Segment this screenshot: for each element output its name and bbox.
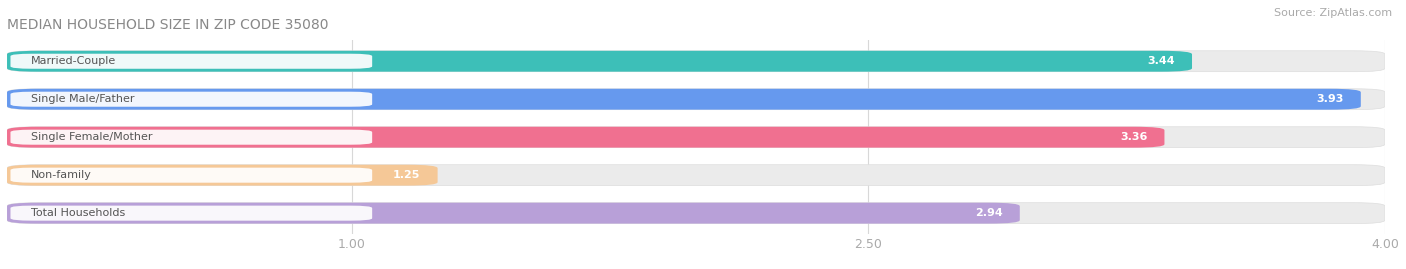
FancyBboxPatch shape (10, 130, 373, 145)
FancyBboxPatch shape (7, 127, 1164, 148)
FancyBboxPatch shape (10, 54, 373, 69)
Text: 1.25: 1.25 (394, 170, 420, 180)
Text: Source: ZipAtlas.com: Source: ZipAtlas.com (1274, 8, 1392, 18)
Text: MEDIAN HOUSEHOLD SIZE IN ZIP CODE 35080: MEDIAN HOUSEHOLD SIZE IN ZIP CODE 35080 (7, 18, 329, 32)
Text: 3.36: 3.36 (1119, 132, 1147, 142)
Text: Total Households: Total Households (31, 208, 125, 218)
FancyBboxPatch shape (10, 92, 373, 107)
FancyBboxPatch shape (7, 203, 1385, 224)
Text: Married-Couple: Married-Couple (31, 56, 117, 66)
Text: 3.93: 3.93 (1316, 94, 1344, 104)
FancyBboxPatch shape (7, 51, 1385, 72)
Text: Single Male/Father: Single Male/Father (31, 94, 135, 104)
FancyBboxPatch shape (7, 89, 1385, 110)
FancyBboxPatch shape (7, 51, 1192, 72)
FancyBboxPatch shape (10, 168, 373, 183)
FancyBboxPatch shape (7, 165, 1385, 186)
Text: Non-family: Non-family (31, 170, 91, 180)
Text: 2.94: 2.94 (974, 208, 1002, 218)
Text: 3.44: 3.44 (1147, 56, 1175, 66)
FancyBboxPatch shape (7, 127, 1385, 148)
Text: Single Female/Mother: Single Female/Mother (31, 132, 153, 142)
FancyBboxPatch shape (7, 203, 1019, 224)
FancyBboxPatch shape (10, 206, 373, 221)
FancyBboxPatch shape (7, 165, 437, 186)
FancyBboxPatch shape (7, 89, 1361, 110)
